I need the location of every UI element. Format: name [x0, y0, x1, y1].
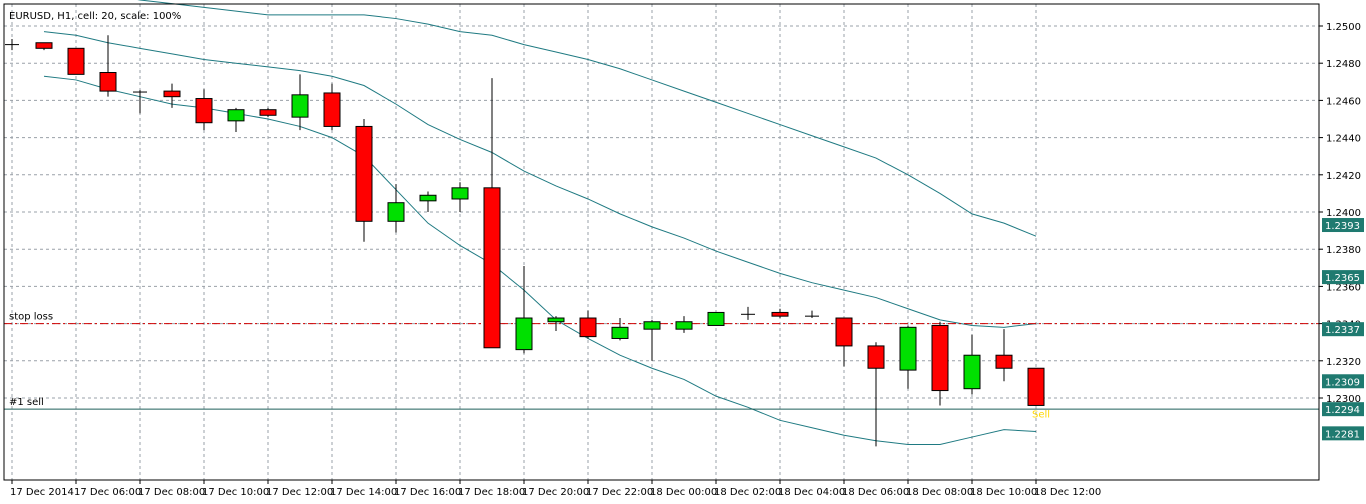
- candle-bull: [675, 321, 693, 330]
- candle-bull: [611, 326, 629, 339]
- plot-frame: [3, 3, 1320, 481]
- x-tick-label: 17 Dec 22:00: [586, 487, 653, 498]
- price-tag: [1322, 374, 1364, 389]
- x-tick-label: 17 Dec 2014: [10, 487, 74, 498]
- y-tick-label: 1.2320: [1326, 357, 1361, 368]
- y-tick-label: 1.2420: [1326, 171, 1361, 182]
- stop-loss-label: stop loss: [9, 312, 53, 323]
- x-tick-label: 18 Dec 00:00: [650, 487, 717, 498]
- sell-marker: Sell: [1032, 409, 1050, 420]
- candle-bear: [99, 72, 117, 92]
- sell-label: #1 sell: [9, 397, 44, 408]
- x-tick-label: 17 Dec 16:00: [394, 487, 461, 498]
- candle-bear: [259, 109, 277, 116]
- x-tick-label: 17 Dec 18:00: [458, 487, 525, 498]
- price-tag-label: 1.2309: [1325, 377, 1360, 388]
- y-tick-label: 1.2400: [1326, 208, 1361, 219]
- candle-bull: [387, 202, 405, 222]
- x-tick-label: 18 Dec 02:00: [714, 487, 781, 498]
- candle-bear: [995, 354, 1013, 369]
- candle-bull: [643, 321, 661, 330]
- candle-bull: [291, 94, 309, 118]
- price-tag: [1322, 218, 1364, 233]
- price-tag: [1322, 322, 1364, 337]
- price-labels: 1.2393 1.2365 1.2337 1.2309 1.2294 1.2281: [1322, 218, 1364, 441]
- x-tick-label: 18 Dec 08:00: [906, 487, 973, 498]
- candle-bear: [931, 324, 949, 392]
- price-tag: [1322, 270, 1364, 285]
- candle-bear: [483, 187, 501, 349]
- x-tick-label: 18 Dec 06:00: [842, 487, 909, 498]
- price-tag-label: 1.2365: [1325, 273, 1360, 284]
- price-tag-label: 1.2393: [1325, 221, 1360, 232]
- candle-bull: [227, 109, 245, 122]
- candle-bull: [707, 311, 725, 326]
- candle-bear: [195, 98, 213, 124]
- y-tick-label: 1.2460: [1326, 96, 1361, 107]
- x-tick-label: 18 Dec 10:00: [970, 487, 1037, 498]
- candle-bear: [163, 90, 181, 98]
- price-tag: [1322, 426, 1364, 441]
- x-tick-label: 18 Dec 12:00: [1034, 487, 1101, 498]
- candle-bull: [547, 317, 565, 323]
- x-tick-label: 18 Dec 04:00: [778, 487, 845, 498]
- candle-bull: [419, 194, 437, 202]
- y-tick-label: 1.2480: [1326, 59, 1361, 70]
- price-axis: 1.2500 1.2480 1.2460 1.2440 1.2420 1.2400 1.23…: [1319, 22, 1361, 405]
- band-lower: [43, 75, 1037, 445]
- y-tick-label: 1.2500: [1326, 22, 1361, 33]
- candle-bull: [451, 187, 469, 200]
- x-tick-label: 17 Dec 20:00: [522, 487, 589, 498]
- y-tick-label: 1.2360: [1326, 282, 1361, 293]
- price-tag: [1322, 402, 1364, 417]
- chart-grid: [4, 4, 1319, 480]
- y-tick-label: 1.2300: [1326, 394, 1361, 405]
- x-tick-label: 17 Dec 10:00: [202, 487, 269, 498]
- candle-bear: [867, 345, 885, 369]
- candle-bull: [515, 317, 533, 351]
- candle-bear: [771, 311, 789, 317]
- price-tag-label: 1.2337: [1325, 325, 1360, 336]
- candle-bear: [579, 317, 597, 338]
- band-upper: [137, 0, 1037, 237]
- candle-bear: [323, 92, 341, 127]
- candle-bear: [355, 125, 373, 222]
- price-tag-label: 1.2294: [1325, 405, 1360, 416]
- price-tag-label: 1.2281: [1325, 429, 1360, 440]
- x-tick-label: 17 Dec 06:00: [74, 487, 141, 498]
- band-middle: [43, 31, 1037, 328]
- candle-bear: [1027, 367, 1045, 406]
- candle-bull: [899, 326, 917, 371]
- candle-bear: [35, 42, 53, 49]
- x-tick-label: 17 Dec 08:00: [138, 487, 205, 498]
- candle-bear: [835, 317, 853, 347]
- candlesticks: Sell: [5, 35, 1050, 447]
- x-tick-label: 17 Dec 12:00: [266, 487, 333, 498]
- y-tick-label: 1.2380: [1326, 245, 1361, 256]
- y-tick-label: 1.2440: [1326, 134, 1361, 145]
- bollinger-bands: [43, 0, 1037, 445]
- level-lines: stop loss #1 sell: [4, 312, 1319, 410]
- candle-bear: [67, 47, 85, 75]
- x-tick-label: 17 Dec 14:00: [330, 487, 397, 498]
- chart-title: EURUSD, H1, cell: 20, scale: 100%: [9, 11, 181, 22]
- candle-bull: [963, 354, 981, 390]
